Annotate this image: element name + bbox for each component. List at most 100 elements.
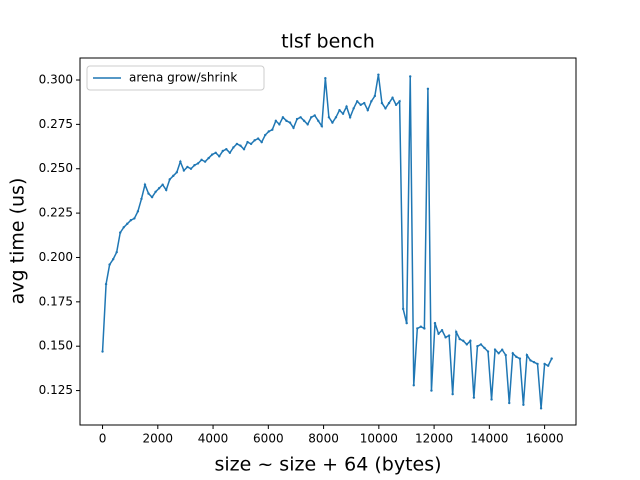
data-point [214, 151, 217, 154]
data-point [341, 112, 345, 115]
data-point [295, 117, 299, 121]
data-point [543, 362, 546, 366]
data-point [444, 336, 447, 339]
y-tick-label: 0.250 [39, 161, 73, 175]
data-point [483, 346, 486, 350]
data-point [405, 321, 408, 325]
data-point [111, 258, 115, 261]
data-point [150, 195, 154, 199]
x-tick-label: 8000 [308, 432, 339, 446]
data-point [490, 398, 493, 401]
data-point [440, 329, 444, 332]
data-point [391, 96, 394, 99]
legend-box [86, 65, 265, 91]
x-tick-label: 10000 [360, 432, 398, 446]
data-point [104, 282, 108, 286]
data-point [345, 105, 348, 108]
data-point [260, 140, 263, 144]
data-point [253, 139, 256, 142]
data-point [225, 148, 228, 151]
data-point [196, 162, 200, 165]
data-point [497, 352, 500, 355]
data-point [221, 149, 224, 153]
data-point [182, 169, 186, 172]
data-point [165, 188, 168, 192]
data-point [172, 174, 175, 178]
y-axis-label: avg time (us) [7, 178, 29, 305]
data-point [416, 327, 419, 330]
data-point [511, 352, 514, 355]
data-point [550, 357, 553, 360]
data-point [122, 226, 125, 229]
data-point [465, 343, 469, 346]
data-point [437, 332, 440, 335]
y-tick-label: 0.150 [39, 339, 73, 353]
data-point [394, 103, 398, 107]
x-tick-label: 4000 [198, 432, 229, 446]
data-point [380, 101, 384, 105]
data-point [168, 178, 171, 181]
data-point [108, 263, 111, 266]
data-point [281, 116, 285, 119]
data-point [207, 156, 210, 160]
data-point [546, 364, 550, 367]
data-point [115, 250, 118, 254]
data-point [508, 401, 511, 405]
data-point [267, 130, 270, 133]
data-point [370, 100, 373, 103]
data-point [529, 359, 532, 362]
data-point [454, 330, 458, 334]
data-line [101, 74, 553, 409]
data-point [500, 348, 504, 351]
data-point [387, 101, 391, 105]
data-point [242, 148, 246, 151]
y-tick-label: 0.225 [39, 206, 73, 220]
data-point [299, 116, 302, 119]
data-point [479, 343, 483, 346]
y-tick-label: 0.125 [39, 383, 73, 397]
data-point [412, 384, 415, 387]
data-point [320, 124, 324, 128]
data-point [179, 160, 182, 163]
data-point [140, 197, 143, 201]
data-point [539, 407, 543, 410]
data-point [518, 357, 522, 360]
data-point [486, 350, 490, 353]
data-point [377, 73, 380, 76]
data-point [366, 108, 369, 112]
data-point [504, 353, 507, 357]
y-tick-label: 0.200 [39, 250, 73, 264]
x-tick-label: 0 [99, 432, 107, 446]
data-point [338, 108, 341, 112]
data-point [334, 116, 338, 119]
data-point [235, 142, 239, 146]
x-tick-label: 14000 [470, 432, 508, 446]
y-tick-label: 0.275 [39, 117, 73, 131]
data-point [288, 121, 292, 124]
data-point [359, 103, 362, 107]
data-point [271, 128, 274, 131]
data-point [246, 140, 249, 144]
data-point [274, 119, 278, 123]
data-point [493, 348, 497, 351]
data-point [218, 155, 221, 158]
data-point [515, 355, 518, 359]
data-point [348, 116, 352, 119]
data-point [355, 100, 359, 103]
data-point [154, 190, 157, 194]
data-point [469, 339, 472, 343]
data-point [331, 121, 334, 124]
data-point [126, 222, 129, 225]
data-point [285, 119, 288, 123]
data-point [451, 392, 454, 396]
data-point [228, 151, 232, 154]
chart-title: tlsf bench [281, 31, 375, 53]
data-point [119, 231, 122, 234]
data-point [430, 389, 433, 392]
x-tick-label: 2000 [143, 432, 174, 446]
data-point [532, 360, 536, 364]
data-point [175, 171, 179, 174]
data-point [256, 137, 260, 140]
